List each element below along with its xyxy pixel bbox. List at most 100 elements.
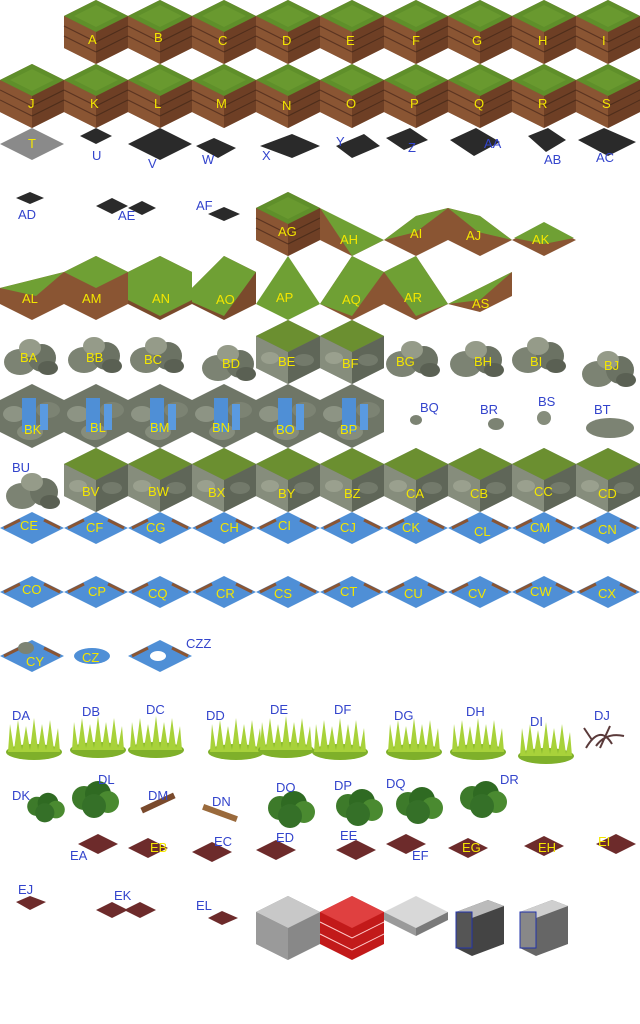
label-CS: CS: [274, 586, 292, 601]
label-AB: AB: [544, 152, 561, 167]
label-CQ: CQ: [148, 586, 168, 601]
label-BE: BE: [278, 354, 296, 369]
label-DC: DC: [146, 702, 165, 717]
label-Y: Y: [336, 134, 345, 149]
label-BN: BN: [212, 420, 230, 435]
label-DP: DP: [334, 778, 352, 793]
label-EE: EE: [340, 828, 358, 843]
label-DH: DH: [466, 704, 485, 719]
label-CX: CX: [598, 586, 616, 601]
label-CY: CY: [26, 654, 44, 669]
label-AN: AN: [152, 291, 170, 306]
label-AS: AS: [472, 296, 490, 311]
label-O: O: [346, 96, 356, 111]
row-grass-cubes-1: [63, 0, 640, 65]
label-A: A: [88, 32, 97, 47]
label-Q: Q: [474, 96, 484, 111]
tile-H: [511, 0, 577, 65]
label-L: L: [154, 96, 161, 111]
label-AQ: AQ: [342, 292, 361, 307]
label-CH: CH: [220, 520, 239, 535]
tile-E: [319, 0, 385, 65]
label-B: B: [154, 30, 163, 45]
label-DE: DE: [270, 702, 288, 717]
label-AA: AA: [484, 136, 502, 151]
label-U: U: [92, 148, 101, 163]
label-CR: CR: [216, 586, 235, 601]
label-CE: CE: [20, 518, 38, 533]
tile-I: [575, 0, 640, 65]
label-AJ: AJ: [466, 228, 481, 243]
label-BA: BA: [20, 350, 38, 365]
label-AM: AM: [82, 291, 102, 306]
label-CT: CT: [340, 584, 357, 599]
label-DG: DG: [394, 708, 414, 723]
label-BJ: BJ: [604, 358, 619, 373]
label-S: S: [602, 96, 611, 111]
label-CJ: CJ: [340, 520, 356, 535]
label-DD: DD: [206, 708, 225, 723]
label-DO: DO: [276, 780, 296, 795]
label-M: M: [216, 96, 227, 111]
label-EC: EC: [214, 834, 232, 849]
row-bushes: [27, 781, 507, 828]
row-dark-tiles: [0, 128, 636, 160]
label-CO: CO: [22, 582, 42, 597]
label-V: V: [148, 156, 157, 171]
label-EI: EI: [598, 834, 610, 849]
label-DN: DN: [212, 794, 231, 809]
label-CG: CG: [146, 520, 166, 535]
label-AO: AO: [216, 292, 235, 307]
label-DQ: DQ: [386, 776, 406, 791]
label-AD: AD: [18, 207, 36, 222]
label-DK: DK: [12, 788, 30, 803]
label-CU: CU: [404, 586, 423, 601]
label-D: D: [282, 33, 291, 48]
label-AI: AI: [410, 226, 422, 241]
label-BQ: BQ: [420, 400, 439, 415]
label-AR: AR: [404, 290, 422, 305]
label-EK: EK: [114, 888, 132, 903]
label-DJ: DJ: [594, 708, 610, 723]
label-EH: EH: [538, 840, 556, 855]
row-blocks: [16, 896, 568, 960]
row-small-dark-and-slopes: [16, 191, 576, 257]
label-BX: BX: [208, 485, 226, 500]
label-CM: CM: [530, 520, 550, 535]
label-Z: Z: [408, 140, 416, 155]
label-CI: CI: [278, 518, 291, 533]
label-BG: BG: [396, 354, 415, 369]
label-BV: BV: [82, 484, 100, 499]
label-DF: DF: [334, 702, 351, 717]
label-BB: BB: [86, 350, 103, 365]
label-CK: CK: [402, 520, 420, 535]
label-AH: AH: [340, 232, 358, 247]
label-DB: DB: [82, 704, 100, 719]
label-BH: BH: [474, 354, 492, 369]
label-DI: DI: [530, 714, 543, 729]
label-CF: CF: [86, 520, 103, 535]
label-EA: EA: [70, 848, 88, 863]
label-BO: BO: [276, 422, 295, 437]
label-CC: CC: [534, 484, 553, 499]
label-EL: EL: [196, 898, 212, 913]
label-CP: CP: [88, 584, 106, 599]
label-K: K: [90, 96, 99, 111]
label-BK: BK: [24, 422, 42, 437]
label-BP: BP: [340, 422, 357, 437]
label-CV: CV: [468, 586, 486, 601]
label-CD: CD: [598, 486, 617, 501]
label-H: H: [538, 33, 547, 48]
label-CB: CB: [470, 486, 488, 501]
label-BR: BR: [480, 402, 498, 417]
label-F: F: [412, 33, 420, 48]
label-EB: EB: [150, 840, 167, 855]
label-DA: DA: [12, 708, 30, 723]
label-BY: BY: [278, 486, 296, 501]
label-BI: BI: [530, 354, 542, 369]
label-BM: BM: [150, 420, 170, 435]
row-slopes-2: [0, 256, 512, 320]
label-CW: CW: [530, 584, 552, 599]
label-AE: AE: [118, 208, 136, 223]
